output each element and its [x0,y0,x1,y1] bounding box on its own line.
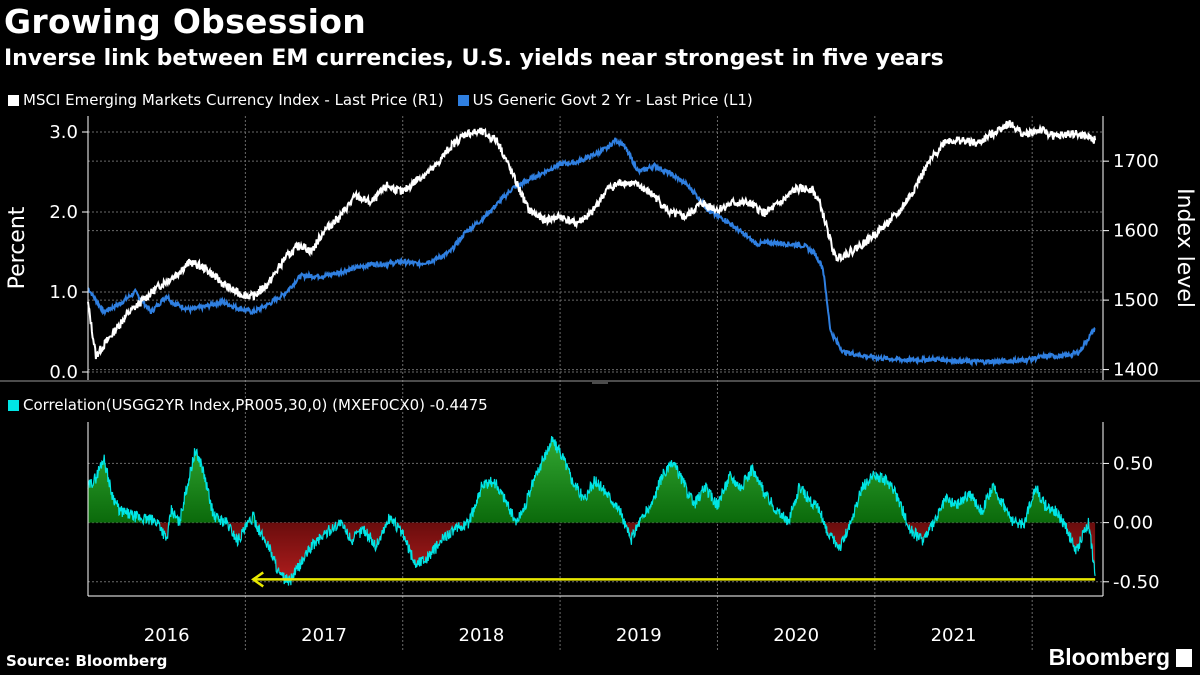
top-panel [87,120,1097,368]
axis-layer: 0.0 1.0 2.0 3.0 1400 1500 1600 1700 -0.50 0.00 0.5… [0,116,1200,646]
annotation-arrow-head [251,571,264,588]
bottom-panel [87,435,1096,588]
x-tick-label: 2017 [301,625,347,646]
bloomberg-logo: Bloomberg [1048,644,1170,670]
legend-label-msci: MSCI Emerging Markets Currency Index - L… [23,91,444,109]
left-tick-label: 0.0 [49,362,78,383]
source-note: Source: Bloomberg [6,652,168,670]
bottom-legend: Correlation(USGG2YR Index,PR005,30,0) (M… [8,396,502,414]
legend-swatch-msci [8,94,19,106]
legend-item-correlation: Correlation(USGG2YR Index,PR005,30,0) (M… [8,396,488,414]
series-line-msci-em-currency [87,120,1097,360]
left-tick-label: 1.0 [49,282,78,303]
right-tick-label: 1400 [1113,360,1159,381]
bottom-tick-label: 0.50 [1113,453,1153,474]
chart-title: Growing Obsession [4,2,366,41]
x-tick-label: 2019 [616,625,662,646]
legend-swatch-correlation [8,399,19,411]
legend-item-yield: US Generic Govt 2 Yr - Last Price (L1) [457,91,753,109]
bottom-tick-label: 0.00 [1113,513,1153,534]
correlation-line [87,435,1096,586]
right-tick-label: 1600 [1113,221,1159,242]
x-tick-label: 2021 [931,625,977,646]
grid-layer [88,116,1103,650]
bottom-tick-label: -0.50 [1113,572,1160,593]
right-tick-label: 1500 [1113,290,1159,311]
legend-label-correlation: Correlation(USGG2YR Index,PR005,30,0) (M… [23,396,488,414]
x-tick-label: 2016 [144,625,190,646]
chart-subtitle: Inverse link between EM currencies, U.S.… [4,46,944,71]
legend-label-yield: US Generic Govt 2 Yr - Last Price (L1) [472,91,753,109]
x-tick-label: 2020 [773,625,819,646]
correlation-positive-area [88,436,1089,523]
right-tick-label: 1700 [1113,151,1159,172]
bloomberg-mark-icon [1176,649,1192,667]
x-tick-label: 2018 [459,625,505,646]
correlation-negative-area [142,522,1096,586]
y-axis-title-right: Index level [1172,188,1197,308]
left-tick-label: 2.0 [49,202,78,223]
y-axis-title-left: Percent [5,206,30,289]
series-line-us-2yr-yield [87,137,1096,368]
legend-swatch-yield [457,94,469,106]
top-legend: MSCI Emerging Markets Currency Index - L… [8,91,767,109]
left-tick-label: 3.0 [49,122,78,143]
legend-item-msci: MSCI Emerging Markets Currency Index - L… [8,91,444,109]
